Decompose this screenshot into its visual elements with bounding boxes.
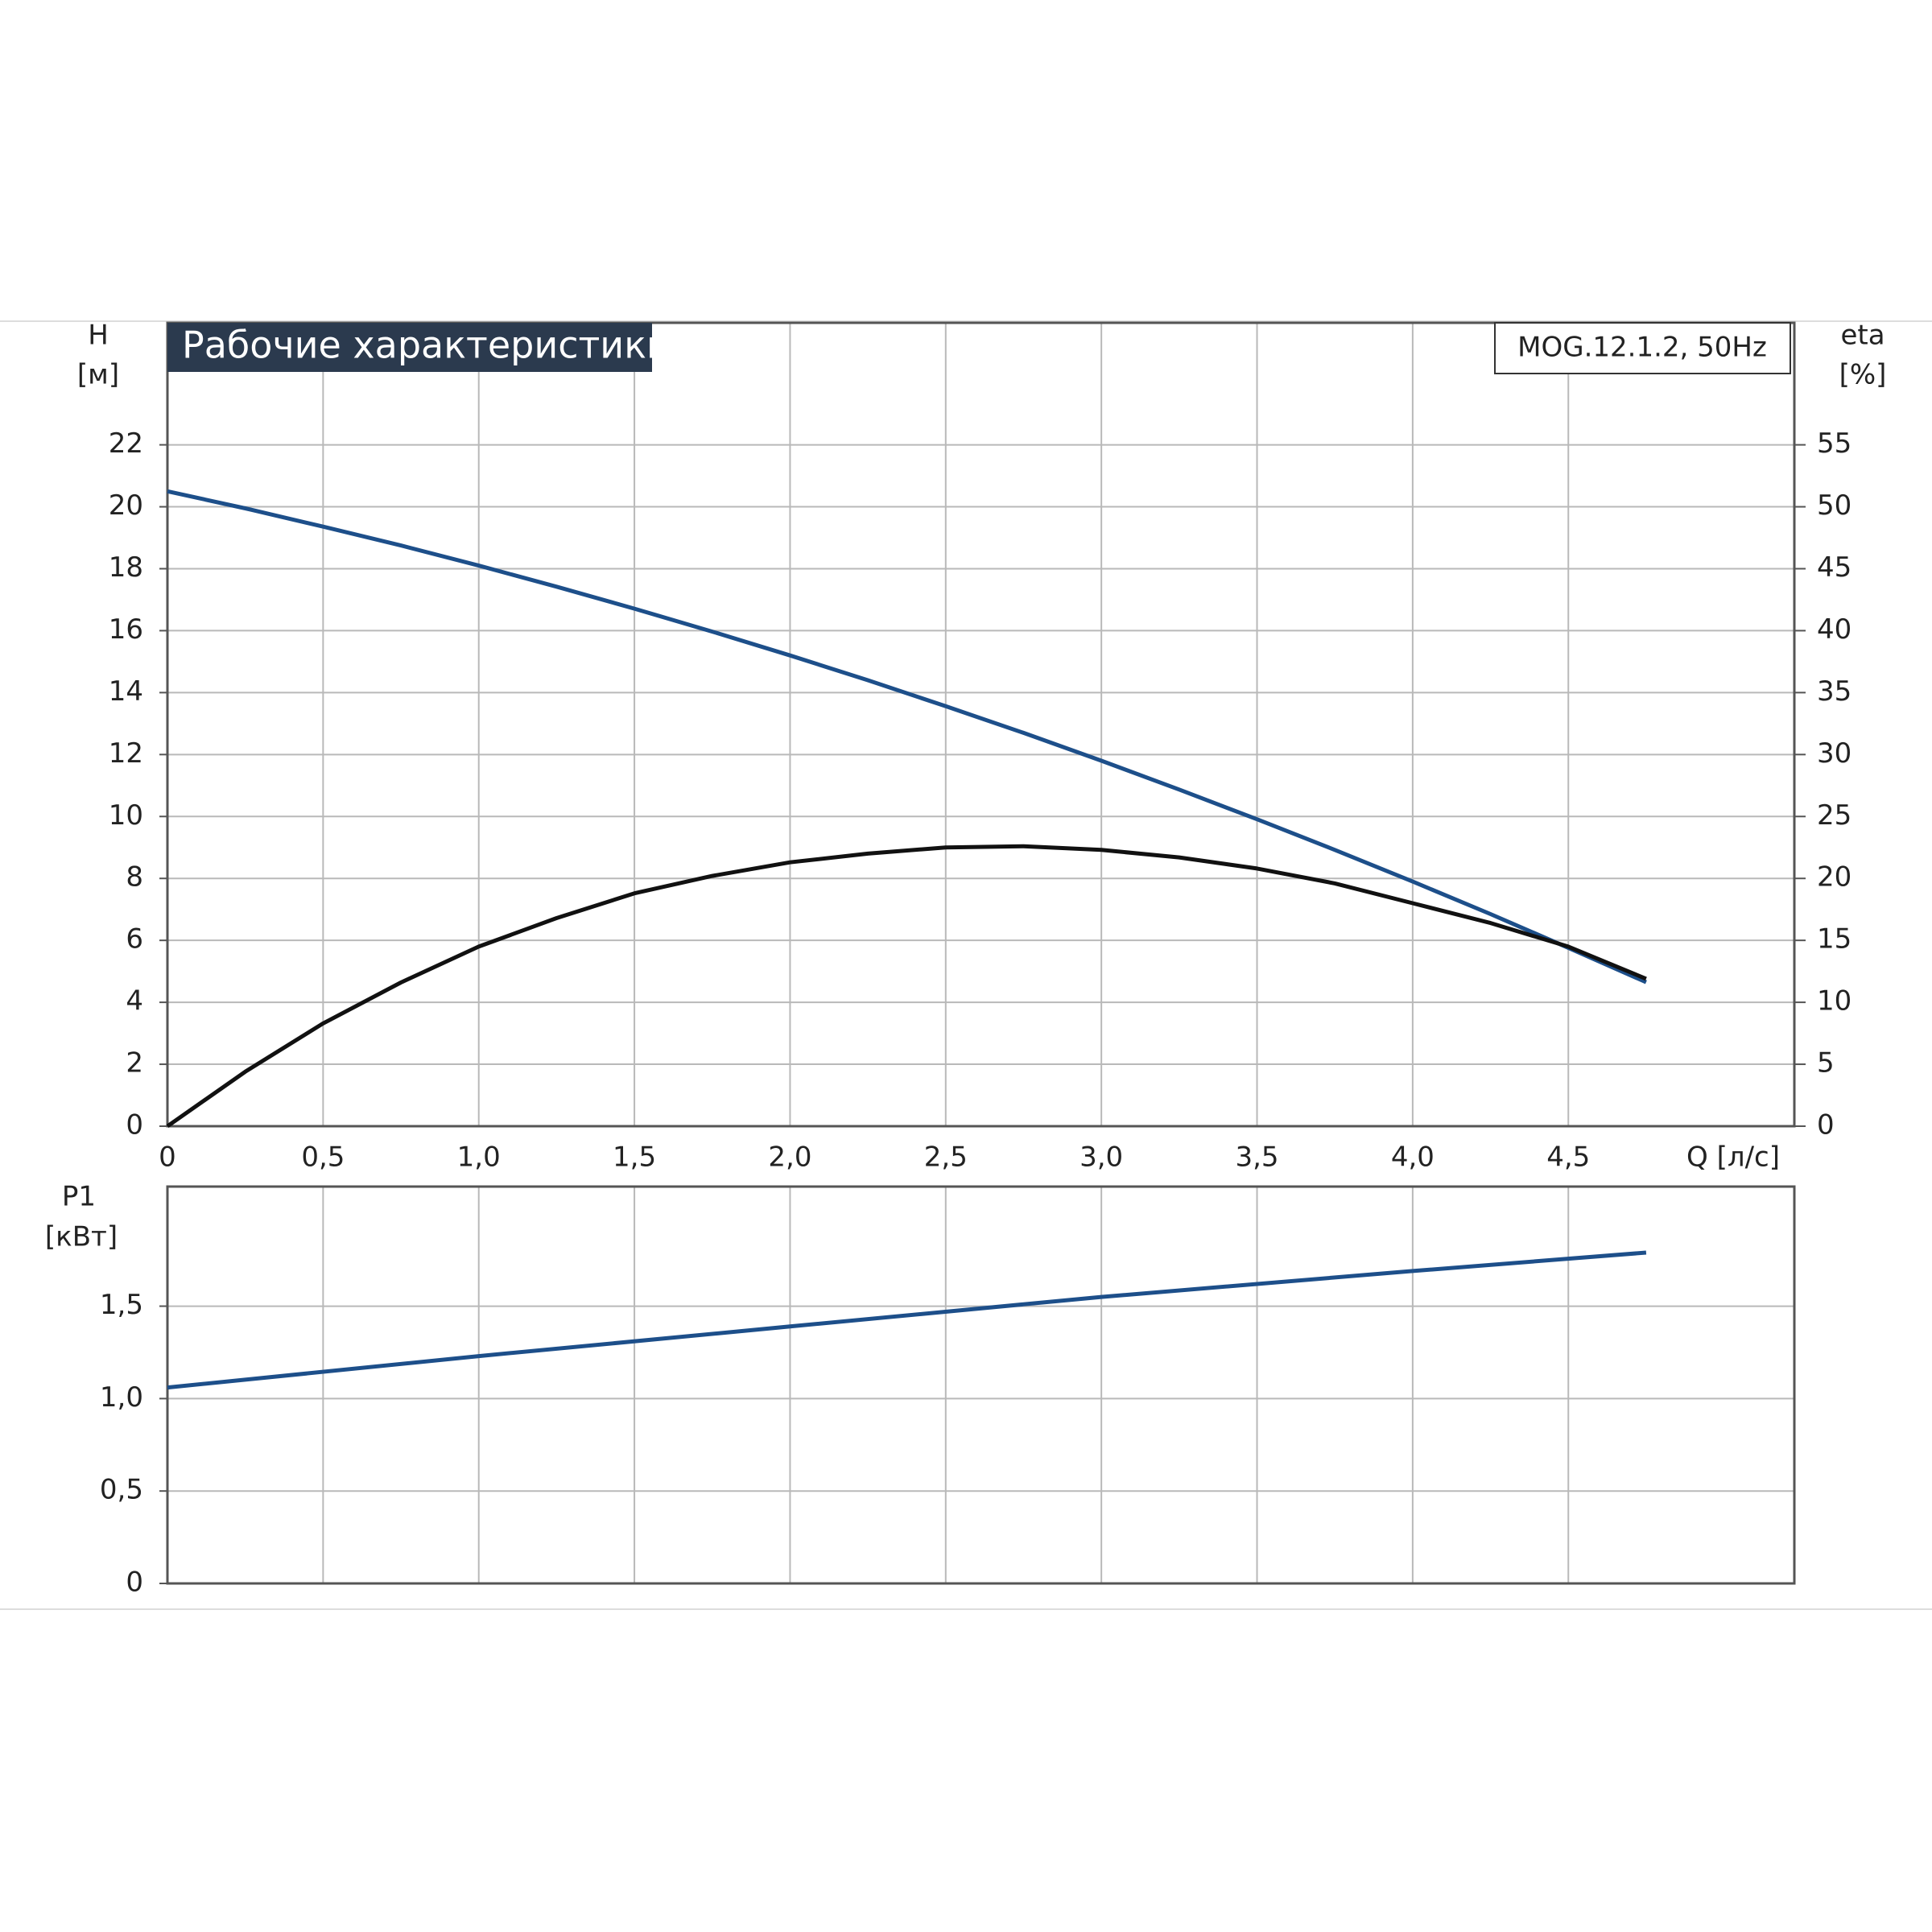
- y-tick-label: 0,5: [100, 1474, 143, 1506]
- title-box: [167, 323, 652, 372]
- y-axis-unit: [м]: [77, 359, 119, 391]
- y-axis-label: H: [88, 320, 109, 352]
- y2-tick-label: 20: [1817, 861, 1852, 894]
- chart-title: Рабочие характеристики: [182, 324, 671, 367]
- x-tick-label: 4,0: [1391, 1141, 1435, 1174]
- y2-tick-label: 10: [1817, 985, 1852, 1018]
- chart-subtitle: MOG.12.1.2, 50Hz: [1517, 332, 1767, 364]
- y2-tick-label: 25: [1817, 799, 1852, 832]
- y2-tick-label: 50: [1817, 489, 1852, 522]
- y-tick-label: 6: [126, 923, 143, 956]
- x-tick-label: 0,5: [301, 1141, 345, 1174]
- y2-tick-label: 5: [1817, 1047, 1835, 1080]
- y-tick-label: 22: [109, 427, 143, 460]
- y2-tick-label: 45: [1817, 551, 1852, 584]
- x-tick-label: 3,0: [1080, 1141, 1123, 1174]
- y2-axis-unit: [%]: [1839, 359, 1887, 391]
- subtitle-box: [1494, 322, 1791, 374]
- y-tick-label: 10: [109, 799, 143, 832]
- y-tick-label: 0: [126, 1109, 143, 1141]
- y-tick-label: 8: [126, 861, 143, 894]
- series-line: [167, 489, 1647, 985]
- series-line: [166, 844, 1647, 1129]
- x-axis-label: Q [л/с]: [1686, 1141, 1780, 1174]
- y2-tick-label: 35: [1817, 675, 1852, 708]
- y-tick-label: 12: [109, 737, 143, 770]
- y-tick-label: 4: [126, 985, 143, 1018]
- x-tick-label: 2,5: [924, 1141, 968, 1174]
- x-tick-label: 3,5: [1235, 1141, 1278, 1174]
- series-line: [167, 1250, 1647, 1390]
- x-tick-label: 0: [159, 1141, 176, 1174]
- y-tick-label: 1,0: [100, 1381, 143, 1414]
- x-tick-label: 2,0: [768, 1141, 811, 1174]
- y2-tick-label: 15: [1817, 923, 1852, 956]
- y2-tick-label: 30: [1817, 737, 1852, 770]
- y-tick-label: 20: [109, 489, 143, 522]
- x-tick-label: 1,5: [613, 1141, 656, 1174]
- y-axis-label: P1: [62, 1181, 96, 1213]
- y2-tick-label: 55: [1817, 427, 1852, 460]
- plot-frame: [166, 321, 1796, 1128]
- y-tick-label: 14: [109, 675, 143, 708]
- plot-frame: [166, 1185, 1796, 1585]
- y-tick-label: 18: [109, 551, 143, 584]
- x-tick-label: 4,5: [1546, 1141, 1590, 1174]
- y-tick-label: 0: [126, 1567, 143, 1599]
- x-tick-label: 1,0: [457, 1141, 501, 1174]
- y-axis-unit: [кВт]: [45, 1221, 118, 1253]
- y-tick-label: 16: [109, 613, 143, 646]
- y-tick-label: 2: [126, 1047, 143, 1080]
- y2-tick-label: 0: [1817, 1109, 1835, 1141]
- y2-tick-label: 40: [1817, 613, 1852, 646]
- y2-axis-label: eta: [1840, 320, 1885, 352]
- y-tick-label: 1,5: [100, 1289, 143, 1321]
